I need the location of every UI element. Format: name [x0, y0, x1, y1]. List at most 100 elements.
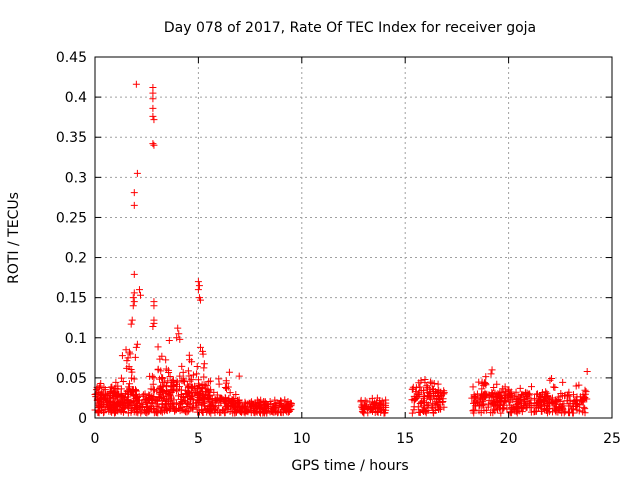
data-point	[102, 399, 110, 407]
data-point	[179, 368, 187, 376]
data-point	[256, 400, 264, 408]
data-point	[184, 367, 192, 375]
data-point	[133, 403, 141, 411]
data-point	[156, 355, 164, 363]
data-point	[128, 316, 136, 324]
data-point	[186, 404, 194, 412]
data-point	[187, 383, 195, 391]
data-point	[172, 406, 180, 414]
data-point	[194, 286, 202, 294]
data-point	[126, 350, 134, 358]
data-point	[489, 399, 497, 407]
data-point	[242, 400, 250, 408]
data-point	[250, 408, 258, 416]
data-point	[192, 399, 200, 407]
data-point	[150, 116, 158, 124]
data-point	[150, 141, 158, 149]
data-point	[177, 386, 185, 394]
data-point	[251, 407, 259, 415]
data-point	[165, 337, 173, 345]
data-point	[196, 343, 204, 351]
data-point	[133, 393, 141, 401]
data-point	[159, 388, 167, 396]
data-point	[149, 140, 157, 148]
data-point	[541, 401, 549, 409]
data-point	[382, 399, 390, 407]
data-point	[538, 404, 546, 412]
data-point	[557, 389, 565, 397]
data-point	[426, 378, 434, 386]
data-point	[519, 404, 527, 412]
data-point	[581, 409, 589, 417]
data-point	[154, 343, 162, 351]
data-point	[186, 389, 194, 397]
data-point	[499, 385, 507, 393]
data-point	[261, 409, 269, 417]
data-point	[127, 408, 135, 416]
data-point	[237, 408, 245, 416]
data-point	[122, 400, 130, 408]
data-point	[506, 408, 514, 416]
data-point	[206, 407, 214, 415]
data-point	[518, 408, 526, 416]
data-point	[497, 409, 505, 417]
data-point	[97, 394, 105, 402]
data-point	[200, 364, 208, 372]
x-tick-label: 25	[603, 431, 621, 447]
data-point	[149, 323, 157, 331]
data-point	[139, 401, 147, 409]
data-point	[527, 408, 535, 416]
data-point	[421, 376, 429, 384]
data-point	[168, 399, 176, 407]
data-point	[132, 80, 140, 88]
y-tick-label: 0.3	[65, 170, 87, 186]
data-point	[190, 389, 198, 397]
data-point	[235, 372, 243, 380]
data-point	[185, 372, 193, 380]
data-point	[174, 324, 182, 332]
data-point	[471, 394, 479, 402]
axis-ticks	[94, 56, 613, 419]
data-point	[225, 368, 233, 376]
data-point	[201, 399, 209, 407]
data-point	[373, 394, 381, 402]
y-tick-label: 0.45	[56, 50, 87, 66]
data-point	[165, 369, 173, 377]
data-point	[430, 380, 438, 388]
data-point	[543, 405, 551, 413]
data-point	[500, 398, 508, 406]
data-point	[150, 374, 158, 382]
data-point	[110, 384, 118, 392]
data-point	[287, 400, 295, 408]
data-point	[195, 380, 203, 388]
data-point	[370, 400, 378, 408]
data-point	[102, 405, 110, 413]
data-point	[194, 278, 202, 286]
data-point	[175, 330, 183, 338]
data-point	[583, 367, 591, 375]
data-point	[134, 409, 142, 417]
data-point	[185, 400, 193, 408]
data-point	[164, 397, 172, 405]
data-point	[482, 373, 490, 381]
data-point	[579, 391, 587, 399]
data-point	[552, 398, 560, 406]
data-point	[149, 112, 157, 120]
data-point	[199, 347, 207, 355]
data-point	[559, 378, 567, 386]
data-point	[215, 402, 223, 410]
data-point	[133, 392, 141, 400]
data-point	[173, 334, 181, 342]
data-point	[96, 382, 104, 390]
data-point	[286, 399, 294, 407]
y-axis-title: ROTI / TECUs	[6, 192, 22, 284]
data-point	[505, 392, 513, 400]
data-point	[531, 394, 539, 402]
data-point	[480, 381, 488, 389]
data-point	[217, 397, 225, 405]
data-point	[146, 396, 154, 404]
x-axis-title: GPS time / hours	[291, 458, 408, 474]
data-point	[277, 397, 285, 405]
data-point	[128, 368, 136, 376]
